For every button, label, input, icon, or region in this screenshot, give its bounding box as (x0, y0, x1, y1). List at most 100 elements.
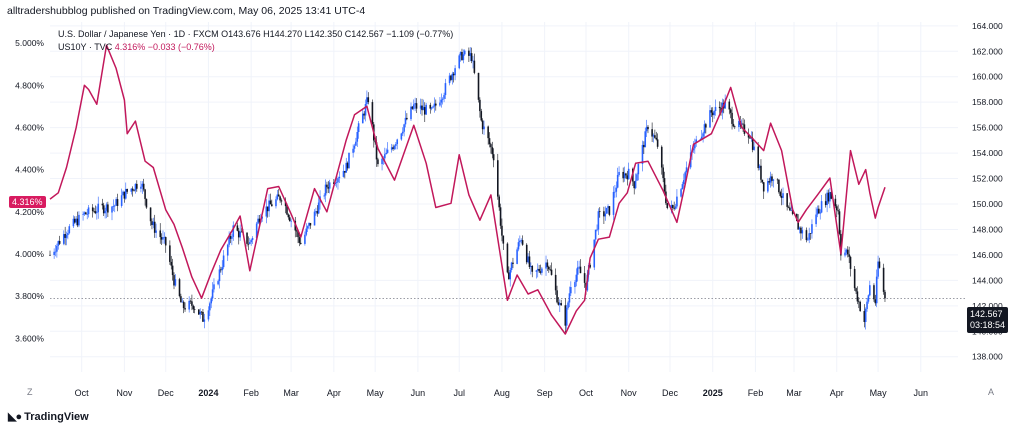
candle-body (337, 178, 339, 183)
x-tick-label: Apr (830, 388, 844, 398)
bar-countdown-label: 03:18:54 (970, 320, 1006, 330)
candle-body (191, 301, 193, 306)
tradingview-logo[interactable]: ◣● TradingView (8, 410, 89, 423)
candle-body (820, 201, 823, 213)
candle-body (144, 189, 146, 199)
candle-body (287, 214, 290, 218)
candle-body (622, 171, 624, 179)
candle-body (410, 106, 412, 120)
candle-body (279, 196, 281, 201)
candle-body (392, 147, 394, 149)
candle-body (568, 293, 571, 303)
x-tick-label: Feb (243, 388, 259, 398)
legend[interactable]: U.S. Dollar / Japanese Yen · 1D · FXCM O… (58, 28, 453, 54)
publish-text: alltradershubblog published on TradingVi… (7, 5, 366, 17)
candle-body (790, 210, 793, 211)
candle-body (709, 110, 711, 128)
candle-body (57, 241, 60, 246)
candle-body (221, 267, 224, 271)
candle-body (377, 159, 379, 165)
candle-body (660, 146, 663, 168)
candle-body (564, 305, 567, 326)
candle-body (198, 309, 200, 315)
candle-body (298, 237, 301, 243)
scale-z-button[interactable]: Z (27, 387, 33, 397)
candle-body (324, 184, 327, 196)
publish-bar: alltradershubblog published on TradingVi… (0, 0, 1024, 22)
candle-body (328, 182, 331, 189)
candle-body (65, 235, 68, 238)
candle-body (288, 217, 291, 221)
candle-body (152, 221, 155, 226)
candle-body (604, 213, 607, 217)
candle-body (134, 183, 137, 191)
candle-body (193, 309, 196, 310)
candle-body (159, 230, 162, 238)
candle-body (596, 229, 598, 231)
candle-body (685, 167, 688, 173)
legend-row-main[interactable]: U.S. Dollar / Japanese Yen · 1D · FXCM O… (58, 28, 453, 41)
candle-body (295, 230, 298, 232)
candle-body (258, 218, 261, 223)
candle-body (323, 195, 325, 197)
candle-body (826, 192, 828, 206)
legend-row-compare[interactable]: US10Y · TVC 4.316% −0.033 (−0.76%) (58, 41, 453, 54)
candle-body (82, 214, 84, 215)
candle-body (171, 265, 174, 276)
candle-body (554, 274, 557, 291)
candle-body (837, 210, 839, 212)
candle-body (353, 145, 356, 149)
candle-body (674, 206, 677, 209)
candle-body (122, 191, 124, 196)
candle-body (738, 121, 740, 128)
candle-body (578, 266, 580, 268)
candle-body (747, 133, 750, 138)
x-tick-label: Mar (786, 388, 802, 398)
right-tick-label: 142.000 (972, 301, 1003, 311)
candle-body (603, 211, 605, 217)
candle-body (226, 244, 229, 256)
candle-body (255, 223, 258, 239)
candle-body (188, 300, 190, 310)
x-tick-label: Oct (75, 388, 90, 398)
candle-body (396, 139, 399, 145)
candle-body (545, 262, 547, 269)
candle-body (64, 234, 66, 238)
candle-body (815, 214, 817, 225)
candle-body (593, 239, 596, 268)
candle-body (807, 239, 809, 241)
candle-body (742, 123, 744, 125)
candle-body (271, 204, 273, 207)
candle-body (54, 251, 57, 253)
candle-body (384, 154, 386, 159)
candle-body (528, 256, 531, 267)
candle-body (269, 200, 272, 205)
candle-body (429, 104, 432, 109)
candle-body (87, 207, 90, 215)
candle-body (240, 231, 243, 233)
candle-body (115, 199, 117, 206)
candle-body (91, 207, 94, 212)
candle-body (618, 171, 620, 176)
candle-body (576, 267, 579, 275)
candle-body (681, 184, 684, 190)
candle-body (767, 181, 769, 192)
candle-body (277, 194, 280, 197)
candle-body (153, 221, 156, 233)
candle-body (848, 254, 850, 257)
x-tick-label: May (870, 388, 888, 398)
candle-body (818, 208, 820, 214)
candle-body (395, 144, 397, 146)
candle-body (182, 301, 185, 309)
candle-body (199, 311, 201, 315)
candle-body (598, 211, 601, 212)
candle-body (151, 221, 153, 226)
candle-body (217, 281, 219, 285)
x-tick-label: 2024 (198, 388, 218, 398)
auto-scale-button[interactable]: A (988, 387, 995, 397)
candle-body (560, 303, 562, 306)
candle-body (819, 212, 822, 214)
candle-body (676, 196, 678, 207)
